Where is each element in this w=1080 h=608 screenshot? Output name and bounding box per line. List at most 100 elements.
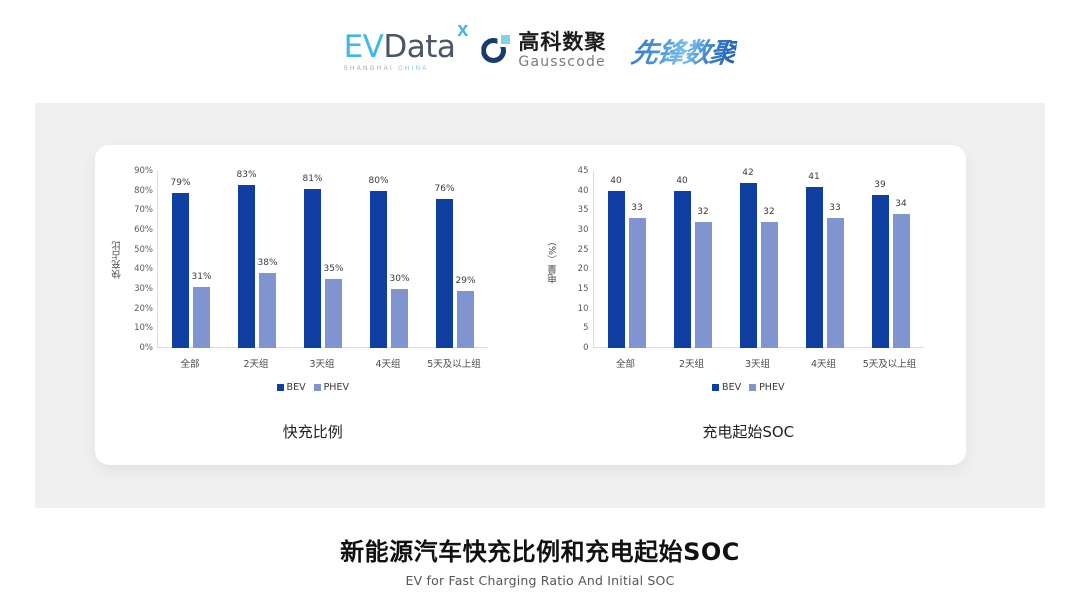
- bar-bev[interactable]: 40: [673, 176, 691, 348]
- chart-fast-charging-ratio: 快充占比 0% 10% 20% 30% 40% 50% 60% 70% 80% 90% 79% 31% 8…: [95, 145, 531, 465]
- bar-value-label: 41: [808, 171, 820, 182]
- page-subtitle: EV for Fast Charging Ratio And Initial S…: [405, 573, 675, 588]
- legend-item-bev[interactable]: BEV: [712, 382, 741, 393]
- bar-group: 79% 31%: [158, 171, 224, 348]
- bar-bev[interactable]: 39: [871, 180, 889, 348]
- bar-group: 81% 35%: [290, 171, 356, 348]
- bar-phev[interactable]: 34: [892, 199, 910, 348]
- legend-label: PHEV: [759, 382, 785, 393]
- bar-group: 76% 29%: [422, 171, 488, 348]
- gausscode-logo: 高科数聚 Gausscode: [481, 29, 607, 70]
- chart-white-card: 快充占比 0% 10% 20% 30% 40% 50% 60% 70% 80% 90% 79% 31% 8…: [95, 145, 966, 465]
- evdata-tagline-shanghai: SHANGHAI: [343, 65, 395, 72]
- xianfeng-logo: 先锋数聚: [629, 31, 739, 70]
- charts-row: 快充占比 0% 10% 20% 30% 40% 50% 60% 70% 80% 90% 79% 31% 8…: [95, 145, 966, 465]
- bar-value-label: 39: [874, 179, 886, 190]
- bar-group: 39 34: [858, 171, 924, 348]
- bar-value-label: 42: [742, 167, 754, 178]
- evdata-data-text: Data: [383, 28, 456, 65]
- y-axis-tick-label: 15: [577, 284, 589, 294]
- bar-bev[interactable]: 76%: [434, 184, 455, 348]
- evdata-x-superscript-icon: x: [457, 18, 469, 41]
- legend-item-bev[interactable]: BEV: [276, 382, 306, 393]
- bar-bev[interactable]: 40: [607, 176, 625, 348]
- y-axis-ticks: 0% 10% 20% 30% 40% 50% 60% 70% 80% 90%: [123, 166, 153, 353]
- evdata-tagline-china: CHINA: [398, 65, 429, 72]
- bar-value-label: 76%: [434, 183, 455, 194]
- y-axis-tick-label: 45: [577, 166, 589, 176]
- logo-bar: EV Data x SHANGHAI CHINA 高科数聚 Gausscode …: [0, 20, 1080, 78]
- gausscode-english-name: Gausscode: [518, 53, 606, 70]
- bar-value-label: 38%: [257, 258, 278, 269]
- gausscode-g-mark-icon: [481, 35, 511, 65]
- x-axis-tick-label: 4天组: [810, 359, 837, 370]
- chart-legend: BEV PHEV: [531, 382, 967, 393]
- bar-bev[interactable]: 80%: [368, 176, 389, 348]
- chart-title: 充电起始SOC: [702, 423, 795, 441]
- chart-initial-soc: 电量（%） 0 5 10 15 20 25 30 35 40 45 40 33 40 32 42 32 41 33 3…: [531, 145, 967, 465]
- bar-value-label: 30%: [389, 274, 410, 284]
- x-axis-tick-label: 5天及以上组: [427, 359, 481, 370]
- x-axis-tick-label: 2天组: [678, 359, 705, 370]
- y-axis-tick-label: 20%: [134, 303, 153, 314]
- legend-swatch-icon: [712, 384, 720, 391]
- bar-value-label: 33: [829, 203, 841, 214]
- y-axis-ticks: 0 5 10 15 20 25 30 35 40 45: [559, 166, 589, 353]
- legend-label: PHEV: [323, 382, 349, 393]
- legend-item-phev[interactable]: PHEV: [749, 382, 784, 393]
- legend-label: BEV: [722, 382, 742, 393]
- chart-title: 快充比例: [282, 423, 343, 441]
- bar-bev[interactable]: 79%: [170, 178, 191, 348]
- y-axis-tick-label: 80%: [134, 185, 153, 196]
- x-axis-tick-label: 3天组: [309, 359, 335, 370]
- bar-value-label: 32: [697, 207, 709, 218]
- legend-label: BEV: [286, 382, 306, 393]
- legend-swatch-icon: [276, 384, 284, 391]
- y-axis-tick-label: 0%: [139, 343, 154, 353]
- bar-value-label: 40: [610, 175, 622, 186]
- evdata-ev-text: EV: [343, 28, 384, 65]
- bar-phev[interactable]: 29%: [455, 276, 476, 348]
- bar-phev[interactable]: 38%: [257, 258, 278, 348]
- footer: 新能源汽车快充比例和充电起始SOC EV for Fast Charging R…: [0, 532, 1080, 588]
- y-axis-tick-label: 25: [577, 244, 589, 255]
- legend-item-phev[interactable]: PHEV: [313, 382, 349, 393]
- chart-legend: BEV PHEV: [95, 382, 531, 393]
- bar-bev[interactable]: 83%: [236, 170, 257, 348]
- bar-group: 80% 30%: [356, 171, 422, 348]
- bar-phev[interactable]: 32: [760, 207, 778, 348]
- bar-value-label: 33: [631, 203, 643, 214]
- x-axis-tick-label: 全部: [180, 359, 200, 370]
- bar-phev[interactable]: 30%: [389, 274, 410, 348]
- bar-group: 83% 38%: [224, 170, 290, 348]
- bar-bev[interactable]: 41: [805, 172, 823, 348]
- bar-phev[interactable]: 31%: [191, 272, 212, 348]
- y-axis-tick-label: 40: [577, 185, 589, 196]
- y-axis-tick-label: 0: [583, 343, 589, 353]
- legend-swatch-icon: [313, 384, 321, 391]
- bar-bev[interactable]: 42: [739, 168, 757, 348]
- x-axis-tick-label: 4天组: [375, 359, 401, 370]
- y-axis-tick-label: 90%: [134, 166, 153, 176]
- bar-groups: 40 33 40 32 42 32 41 33 39 34: [594, 168, 924, 348]
- bar-value-label: 80%: [368, 175, 389, 186]
- x-axis-line: [158, 347, 488, 348]
- bar-phev[interactable]: 33: [826, 203, 844, 348]
- y-axis-tick-label: 35: [577, 205, 589, 216]
- x-axis-tick-label: 2天组: [243, 359, 269, 370]
- y-axis-tick-label: 10%: [134, 323, 153, 334]
- bar-phev[interactable]: 32: [694, 207, 712, 348]
- bar-value-label: 40: [676, 175, 688, 186]
- y-axis-tick-label: 30: [577, 225, 589, 235]
- bar-value-label: 32: [763, 207, 775, 218]
- bar-bev[interactable]: 81%: [302, 174, 323, 348]
- page-title: 新能源汽车快充比例和充电起始SOC: [340, 538, 740, 566]
- bar-phev[interactable]: 35%: [323, 264, 344, 348]
- y-axis-tick-label: 60%: [134, 225, 153, 235]
- evdata-wordmark: EV Data x: [343, 20, 469, 65]
- y-axis-tick-label: 70%: [134, 205, 153, 216]
- bar-groups: 79% 31% 83% 38% 81% 35% 80% 30% 76% 29%: [158, 170, 488, 348]
- bar-phev[interactable]: 33: [628, 203, 646, 348]
- bar-value-label: 83%: [236, 169, 257, 180]
- gausscode-chinese-name: 高科数聚: [518, 29, 607, 54]
